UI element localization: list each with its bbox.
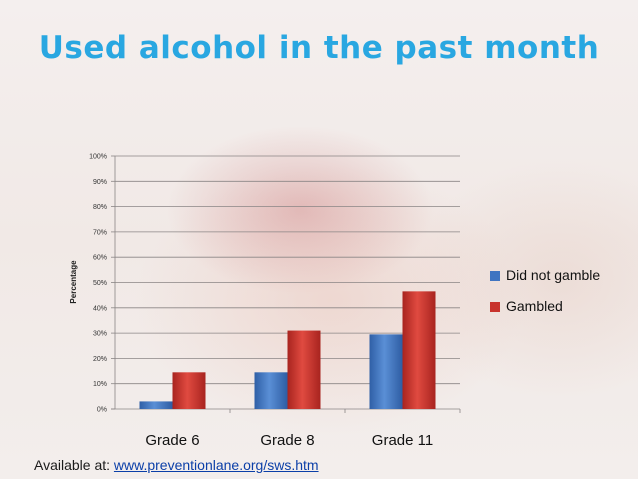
y-tick-labels: 0% 10% 20% 30% 40% 50% 60% 70% 80% 90% 100% [89, 154, 107, 414]
bar-gambled [172, 372, 206, 409]
x-tick-label: Grade 11 [372, 432, 433, 449]
bar-did-not-gamble [254, 372, 288, 409]
legend: Did not gamble Gambled [490, 267, 600, 314]
y-tick-label: 50% [93, 280, 107, 287]
y-tick-label: 90% [93, 179, 107, 186]
bars [139, 291, 436, 409]
legend-label: Gambled [506, 298, 563, 314]
source-link[interactable]: www.preventionlane.org/sws.htm [113, 457, 319, 473]
y-tick-label: 80% [93, 204, 107, 211]
y-tick-label: 20% [93, 356, 107, 363]
y-tick-label: 70% [93, 229, 107, 236]
y-tick-label: 60% [93, 255, 107, 262]
legend-swatch [490, 271, 500, 281]
y-tick-label: 10% [93, 381, 107, 388]
y-tick-label: 0% [97, 407, 107, 414]
source-footer: Available at: www.preventionlane.org/sws… [34, 457, 319, 473]
x-tick-label: Grade 6 [145, 432, 199, 449]
y-tick-label: 100% [89, 154, 107, 161]
legend-label: Did not gamble [506, 267, 600, 283]
x-tick-label: Grade 8 [260, 432, 314, 449]
legend-swatch [490, 302, 500, 312]
footer-prefix: Available at: [34, 457, 114, 473]
x-tick-labels: Grade 6 Grade 8 Grade 11 [145, 432, 433, 449]
bar-gambled [402, 291, 436, 409]
bar-gambled [287, 330, 321, 409]
bar-did-not-gamble [369, 334, 403, 409]
y-axis-label: Percentage [69, 260, 78, 304]
chart-title: Used alcohol in the past month [38, 30, 600, 66]
bar-did-not-gamble [139, 401, 173, 409]
y-tick-label: 30% [93, 331, 107, 338]
y-tick-label: 40% [93, 305, 107, 312]
